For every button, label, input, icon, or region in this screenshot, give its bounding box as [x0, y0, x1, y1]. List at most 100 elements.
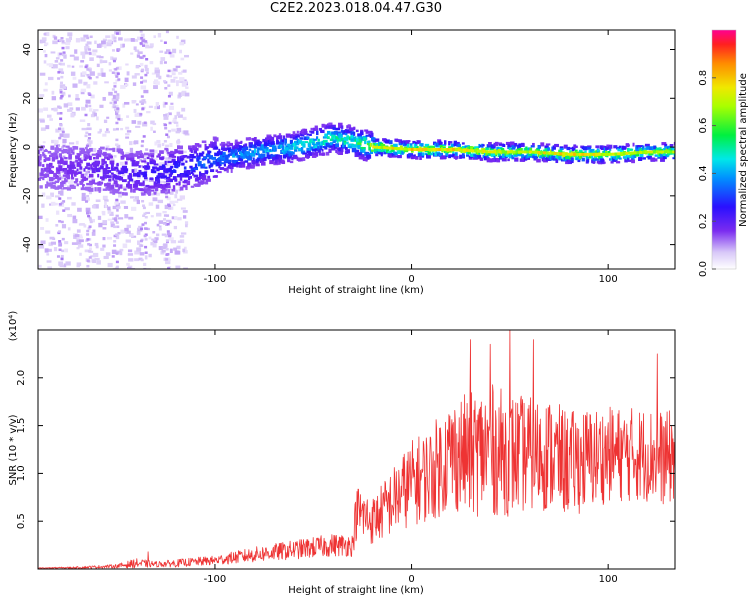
ridge-cell: [219, 154, 225, 159]
ridge-cell: [137, 155, 141, 159]
noise-cell: [58, 68, 64, 72]
noise-cell: [162, 101, 166, 106]
ridge-cell: [225, 158, 229, 162]
ridge-cell: [291, 151, 295, 155]
noise-cell: [97, 72, 103, 76]
ridge-cell: [544, 153, 547, 157]
streak-cell: [86, 264, 90, 268]
ridge-cell: [364, 140, 367, 145]
ridge-cell: [156, 179, 161, 184]
ridge-cell: [98, 155, 102, 158]
ridge-cell: [201, 151, 205, 155]
ridge-cell: [302, 152, 308, 155]
ridge-cell: [105, 186, 111, 191]
streak-cell: [87, 214, 91, 218]
ridge-cell: [164, 160, 167, 166]
noise-cell: [177, 217, 182, 221]
streak-cell: [117, 78, 121, 81]
ridge-cell: [435, 151, 441, 155]
noise-cell: [125, 133, 130, 136]
noise-cell: [129, 196, 135, 199]
streak-cell: [60, 254, 64, 258]
noise-cell: [124, 227, 129, 232]
y-tick-label: -20: [22, 188, 33, 204]
noise-cell: [169, 200, 175, 205]
streak-cell: [168, 51, 172, 55]
ridge-cell: [105, 164, 109, 169]
streak-cell: [143, 212, 147, 216]
ridge-cell: [609, 148, 612, 151]
y-tick-label: 0.5: [16, 513, 27, 529]
ridge-cell: [216, 151, 219, 156]
ridge-cell: [194, 163, 198, 168]
ridge-peak-cell: [446, 148, 450, 151]
noise-cell: [118, 193, 123, 198]
noise-cell: [181, 82, 187, 87]
streak-cell: [86, 73, 90, 77]
noise-cell: [102, 96, 106, 101]
ridge-cell: [325, 125, 329, 129]
noise-cell: [176, 35, 179, 39]
ridge-cell: [589, 148, 595, 153]
streak-cell: [163, 80, 167, 83]
noise-cell: [169, 191, 174, 195]
noise-cell: [86, 84, 91, 89]
ridge-cell: [497, 152, 502, 158]
ridge-cell: [208, 143, 212, 148]
noise-cell: [102, 220, 108, 224]
streak-cell: [58, 197, 62, 200]
ridge-cell: [196, 153, 199, 157]
ridge-cell: [238, 157, 244, 162]
ridge-cell: [544, 145, 549, 149]
streak-cell: [140, 95, 144, 98]
noise-cell: [82, 54, 86, 59]
ridge-peak-cell: [570, 152, 574, 156]
ridge-cell: [175, 164, 180, 167]
ridge-cell: [62, 174, 66, 177]
ridge-cell: [87, 167, 90, 170]
ridge-cell: [284, 142, 287, 146]
ridge-cell: [416, 146, 419, 150]
ridge-cell: [172, 185, 176, 190]
noise-cell: [92, 159, 97, 162]
ridge-cell: [287, 155, 293, 159]
noise-cell: [80, 51, 86, 56]
snr-x-axis-label: Height of straight line (km): [288, 585, 424, 596]
ridge-cell: [393, 143, 398, 148]
ridge-cell: [499, 155, 504, 160]
ridge-cell: [236, 164, 239, 168]
ridge-peak-cell: [399, 147, 403, 151]
ridge-cell: [638, 145, 642, 150]
noise-cell: [163, 116, 169, 120]
ridge-cell: [207, 175, 211, 179]
streak-cell: [142, 206, 146, 210]
streak-cell: [144, 215, 148, 219]
y-tick-label: 1.0: [16, 465, 27, 481]
ridge-cell: [189, 175, 193, 179]
ridge-cell: [79, 159, 83, 164]
streak-cell: [86, 259, 90, 263]
noise-cell: [108, 69, 112, 72]
noise-cell: [66, 38, 72, 43]
ridge-cell: [486, 154, 489, 158]
noise-cell: [169, 155, 174, 159]
ridge-peak-cell: [540, 151, 544, 155]
noise-cell: [134, 258, 140, 262]
ridge-cell: [616, 161, 621, 164]
ridge-cell: [347, 124, 351, 129]
noise-cell: [110, 223, 115, 228]
noise-cell: [55, 57, 60, 60]
ridge-cell: [310, 139, 316, 144]
streak-cell: [56, 112, 60, 115]
ridge-cell: [298, 140, 303, 144]
streak-cell: [141, 199, 145, 203]
ridge-cell: [271, 141, 275, 145]
ridge-cell: [346, 149, 350, 154]
noise-cell: [95, 76, 99, 79]
ridge-cell: [472, 147, 476, 151]
ridge-cell: [135, 161, 140, 164]
ridge-cell: [486, 158, 491, 163]
noise-cell: [59, 88, 63, 92]
ridge-cell: [329, 138, 334, 142]
ridge-cell: [104, 161, 107, 164]
